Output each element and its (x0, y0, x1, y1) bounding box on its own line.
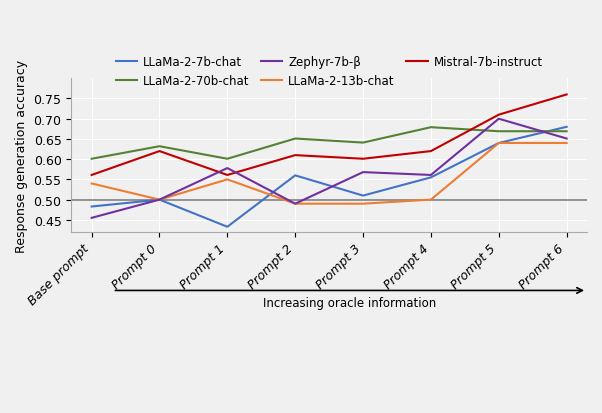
LLaMa-2-70b-chat (291, 137, 299, 142)
LLaMa-2-70b-chat (495, 129, 503, 134)
Mistral-7b-instruct (88, 173, 95, 178)
Zephyr-7b-β (359, 170, 367, 175)
Zephyr-7b-β (291, 202, 299, 206)
LLaMa-2-7b-chat (291, 173, 299, 178)
Mistral-7b-instruct (291, 153, 299, 158)
Zephyr-7b-β (88, 216, 95, 221)
LLaMa-2-70b-chat (427, 126, 435, 131)
LLaMa-2-13b-chat (88, 182, 95, 187)
LLaMa-2-13b-chat (224, 178, 231, 183)
LLaMa-2-13b-chat (359, 202, 367, 206)
Zephyr-7b-β (427, 173, 435, 178)
Zephyr-7b-β (495, 117, 503, 122)
LLaMa-2-7b-chat (495, 141, 503, 146)
Line: Mistral-7b-instruct: Mistral-7b-instruct (92, 95, 566, 176)
Zephyr-7b-β (156, 198, 163, 203)
LLaMa-2-70b-chat (88, 157, 95, 162)
Mistral-7b-instruct (427, 149, 435, 154)
LLaMa-2-13b-chat (563, 141, 570, 146)
LLaMa-2-70b-chat (563, 129, 570, 134)
LLaMa-2-7b-chat (359, 194, 367, 199)
Line: LLaMa-2-70b-chat: LLaMa-2-70b-chat (92, 128, 566, 159)
LLaMa-2-7b-chat (224, 225, 231, 230)
LLaMa-2-7b-chat (427, 176, 435, 180)
Mistral-7b-instruct (156, 149, 163, 154)
LLaMa-2-70b-chat (224, 157, 231, 162)
Text: Increasing oracle information: Increasing oracle information (263, 296, 436, 309)
LLaMa-2-13b-chat (495, 141, 503, 146)
LLaMa-2-13b-chat (291, 202, 299, 206)
Zephyr-7b-β (224, 166, 231, 171)
LLaMa-2-7b-chat (156, 198, 163, 203)
Mistral-7b-instruct (359, 157, 367, 162)
Mistral-7b-instruct (224, 173, 231, 178)
Line: LLaMa-2-13b-chat: LLaMa-2-13b-chat (92, 144, 566, 204)
LLaMa-2-13b-chat (156, 198, 163, 203)
LLaMa-2-7b-chat (563, 125, 570, 130)
LLaMa-2-70b-chat (359, 141, 367, 146)
Mistral-7b-instruct (563, 93, 570, 97)
Legend: LLaMa-2-7b-chat, LLaMa-2-70b-chat, Zephyr-7b-β, LLaMa-2-13b-chat, Mistral-7b-ins: LLaMa-2-7b-chat, LLaMa-2-70b-chat, Zephy… (111, 51, 547, 93)
LLaMa-2-70b-chat (156, 145, 163, 150)
LLaMa-2-13b-chat (427, 198, 435, 203)
Line: LLaMa-2-7b-chat: LLaMa-2-7b-chat (92, 128, 566, 227)
Zephyr-7b-β (563, 137, 570, 142)
Y-axis label: Response generation accuracy: Response generation accuracy (15, 59, 28, 252)
LLaMa-2-7b-chat (88, 204, 95, 209)
Mistral-7b-instruct (495, 113, 503, 118)
Line: Zephyr-7b-β: Zephyr-7b-β (92, 119, 566, 218)
